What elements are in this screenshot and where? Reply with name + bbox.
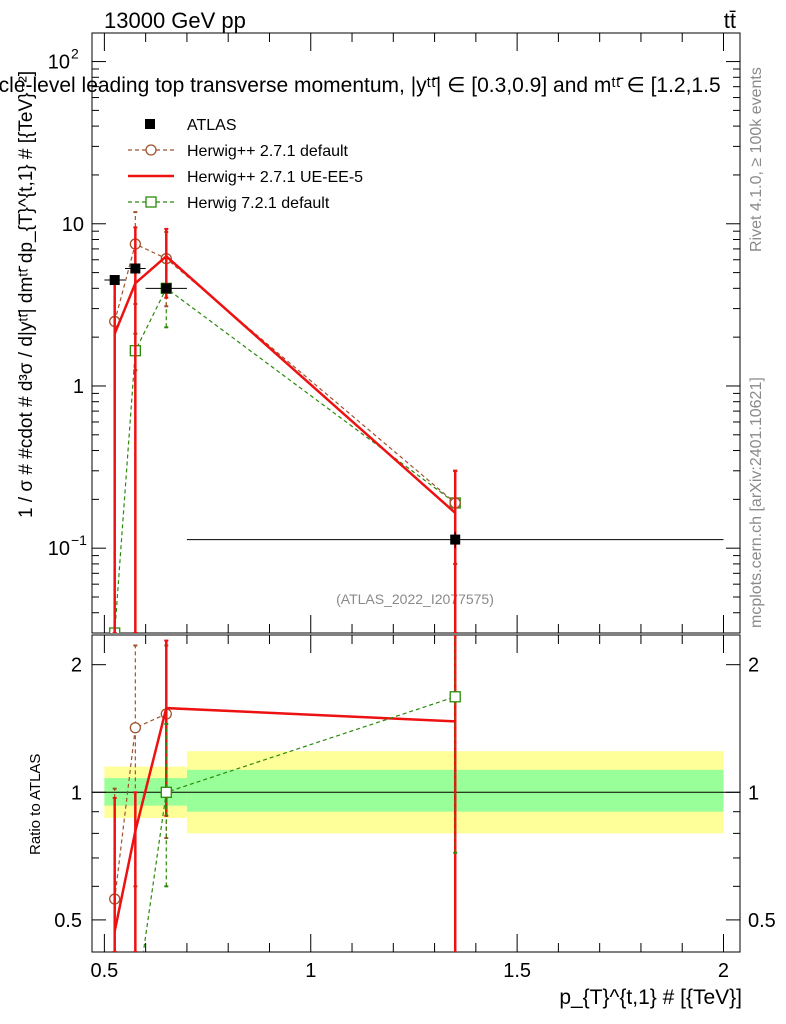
x-tick-label: 2 <box>718 960 729 982</box>
legend-marker-circle <box>145 144 157 156</box>
main-line-herwig-2-7-1-ue-ee-5 <box>113 254 457 514</box>
x-axis-label: p_{T}^{t,1} # [{TeV}] <box>559 986 742 1009</box>
ratio-series <box>109 635 461 1013</box>
x-tick-label: 0.5 <box>90 960 118 982</box>
atlas-data-point <box>109 275 120 286</box>
ratio-y-axis-label: Ratio to ATLAS <box>27 754 44 855</box>
legend-label: Herwig 7.2.1 default <box>187 195 330 212</box>
header-right: tt̄ <box>724 8 736 33</box>
header-left: 13000 GeV pp <box>104 8 246 33</box>
legend-label: Herwig++ 2.7.1 UE-EE-5 <box>187 169 363 186</box>
ratio-line-herwig-2-7-1-ue-ee-5 <box>113 706 456 932</box>
main-y-tick-label: 10 <box>48 538 70 560</box>
atlas-data-point <box>450 534 461 545</box>
legend-marker-atlas <box>145 119 155 129</box>
main-y-tick-label: 10 <box>62 214 84 236</box>
legend: ATLAS Herwig++ 2.7.1 default Herwig++ 2.7.… <box>128 117 363 212</box>
legend-marker-square <box>145 196 157 208</box>
ratio-y-tick-label: 0.5 <box>54 910 82 932</box>
mcplots-label: mcplots.cern.ch [arXiv:2401.10621] <box>748 377 765 628</box>
legend-label: Herwig++ 2.7.1 default <box>187 143 349 160</box>
main-line-herwig-2-7-1-default <box>114 243 456 504</box>
ratio-point-herwig-7-2-1-default <box>130 1003 140 1013</box>
ratio-line-herwig-2-7-1-default <box>114 713 167 900</box>
legend-label: ATLAS <box>187 117 237 134</box>
main-series <box>104 211 724 633</box>
main-y-tick-label: 10 <box>48 52 70 74</box>
main-y-axis-label: 1 / σ # #cdot # d³σ / d|yᵗᵗ̄| dmᵗᵗ̄ dp_{… <box>16 71 37 518</box>
ratio-point-herwig-7-2-1-default <box>160 786 172 798</box>
x-ticks: 0.5 1 1.5 2 <box>90 33 729 982</box>
main-line-herwig-7-2-1-default <box>114 287 456 633</box>
ratio-y-tick-label-right: 2 <box>748 655 759 677</box>
plot-title: icle-level leading top transverse moment… <box>0 74 721 97</box>
ratio-panel-frame <box>91 634 741 953</box>
ratio-point-herwig-2-7-1-default <box>129 722 141 734</box>
main-y-tick-exponent: −1 <box>71 532 87 548</box>
main-y-tick-exponent: 2 <box>71 46 79 62</box>
rivet-version-label: Rivet 4.1.0, ≥ 100k events <box>748 67 765 252</box>
atlas-data-point <box>161 283 172 294</box>
analysis-watermark: (ATLAS_2022_I2077575) <box>336 591 494 607</box>
main-y-tick-label: 1 <box>73 376 84 398</box>
atlas-data-point <box>130 263 141 274</box>
x-tick-label: 1 <box>305 960 316 982</box>
main-panel-frame <box>91 32 741 634</box>
ratio-line-herwig-7-2-1-default <box>142 696 456 952</box>
ratio-y-tick-label-right: 1 <box>748 782 759 804</box>
ratio-point-herwig-7-2-1-default <box>449 691 461 703</box>
ratio-y-tick-label: 2 <box>71 655 82 677</box>
ratio-y-ticks: 0.5 0.5 1 1 2 2 <box>54 655 776 932</box>
x-tick-label: 1.5 <box>503 960 531 982</box>
ratio-y-tick-label: 1 <box>71 782 82 804</box>
ratio-y-tick-label-right: 0.5 <box>748 910 776 932</box>
